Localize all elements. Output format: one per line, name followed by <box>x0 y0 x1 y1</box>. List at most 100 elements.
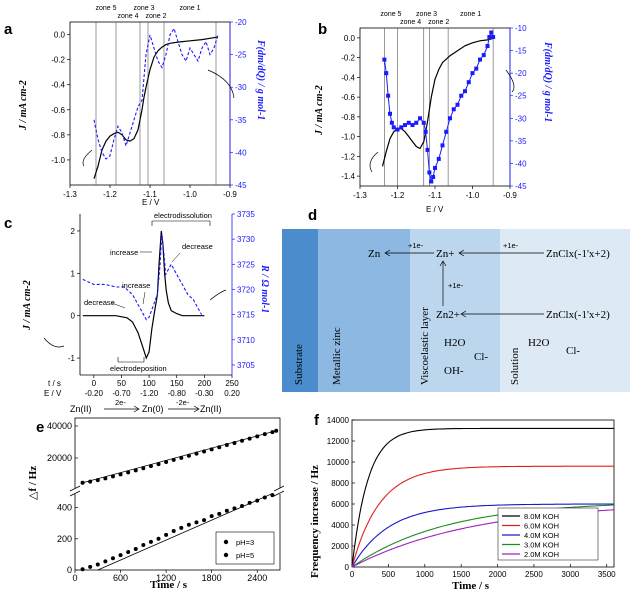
xlabel-e: Time / s <box>150 579 188 591</box>
series-line-3 <box>351 504 615 568</box>
legend-e <box>215 531 275 565</box>
axis-break-right-mark-2 <box>273 490 285 497</box>
zone-label-1: zone 1 <box>460 11 481 18</box>
panel-letter-c: c <box>4 215 12 232</box>
y-right-tick-label: 3735 <box>237 210 255 219</box>
legend-label-ph3: pH=3 <box>236 538 254 547</box>
zone-label-2: zone 2 <box>145 13 166 20</box>
y-tick-label: 6000 <box>331 500 349 509</box>
mass-point-b <box>418 116 422 121</box>
series-mass-a <box>93 27 219 160</box>
arrowhead-znplus <box>458 249 465 257</box>
label-metallic-zinc: Metallic zinc <box>331 327 343 385</box>
mass-point-b <box>410 123 415 128</box>
layer-viscoelastic <box>410 229 500 392</box>
species-zn-2plus: Zn2+ <box>436 309 460 321</box>
point-ph3 <box>156 462 161 467</box>
point-ph3 <box>118 472 123 477</box>
panel-letter-d: d <box>308 207 317 224</box>
y-tick-label: 12000 <box>327 437 350 446</box>
point-ph5 <box>232 506 237 511</box>
x-tick-label: -1.2 <box>103 190 117 199</box>
legend-label-3: 3.0M KOH <box>524 541 559 550</box>
point-ph5 <box>103 559 108 564</box>
pointer-decrease-2 <box>111 302 126 309</box>
axis-break-left-mark-1 <box>69 485 81 492</box>
zone-label-4: zone 4 <box>117 13 138 20</box>
annotation-decrease-1: decrease <box>182 242 213 251</box>
series-line-2 <box>351 503 614 568</box>
point-ph5 <box>194 520 199 525</box>
point-ph3 <box>217 445 222 450</box>
point-ph5 <box>171 529 176 533</box>
point-ph5 <box>186 522 191 527</box>
arrow-label-3: +1e- <box>448 281 464 290</box>
mass-point-b <box>440 143 445 148</box>
x-tick-label-e: -0.80 <box>168 389 187 398</box>
point-ph3 <box>186 453 191 458</box>
x-tick-label-e: -0.30 <box>195 389 214 398</box>
species-oh-layer: OH- <box>444 365 464 377</box>
mass-point-b <box>489 30 494 35</box>
y-left-tick-label: -0.4 <box>51 81 65 90</box>
x-tick-label-e: 0.20 <box>224 389 240 398</box>
x-tick-label: -1.3 <box>63 190 77 199</box>
x-tick-label: -1.0 <box>183 190 197 199</box>
series-line-1 <box>351 465 614 568</box>
annotation-increase-2: increase <box>122 281 150 290</box>
mass-point-b <box>406 120 411 125</box>
panel-d: d Substrate Metallic zinc Viscoelastic l… <box>282 207 630 392</box>
mass-point-b <box>444 129 449 134</box>
mass-point-b <box>448 116 452 121</box>
mass-point-b <box>481 53 486 58</box>
y-left-tick-label: -1.4 <box>341 172 355 181</box>
arrow-label-1: +1e- <box>408 241 424 250</box>
mass-point-b <box>427 170 432 175</box>
mass-point-b <box>487 35 492 40</box>
y-left-tick-label: -0.4 <box>341 73 355 82</box>
mass-point-b <box>455 102 460 107</box>
series-current-b <box>381 37 496 167</box>
x-tick-label-t: 250 <box>225 379 239 388</box>
point-ph5 <box>118 553 123 558</box>
x-tick-label: 2500 <box>525 570 543 579</box>
point-ph3 <box>179 455 184 460</box>
mass-point-b <box>388 111 392 116</box>
species-cl-layer: Cl- <box>474 351 488 363</box>
y-right-tick-label: -40 <box>515 159 527 168</box>
mass-point-b <box>421 120 426 125</box>
x-tick-label: 2400 <box>247 573 267 583</box>
layer-substrate <box>282 229 318 392</box>
y-left-tick-label: -0.2 <box>51 56 65 65</box>
mass-point-b <box>399 125 404 130</box>
x-tick-label: 3000 <box>561 570 579 579</box>
point-ph3 <box>126 470 131 475</box>
x-tick-label: -1.1 <box>143 190 157 199</box>
zone-label-4: zone 4 <box>400 19 421 26</box>
panel-f: f 0 500 1000 1500 2000 2500 3000 3500 0 2000 4000… <box>309 412 616 592</box>
point-ph5 <box>179 525 184 530</box>
mass-point-b <box>485 44 490 49</box>
point-ph3 <box>274 428 279 433</box>
mass-point-b <box>423 129 428 134</box>
mass-point-b <box>395 127 400 132</box>
series-current-a <box>93 36 219 179</box>
pointer-decrease-1 <box>171 252 181 263</box>
scheme-arrow-label-2: -2e- <box>176 398 190 407</box>
point-ph5 <box>126 550 131 555</box>
legend-label-1: 6.0M KOH <box>524 522 559 531</box>
x-tick-label: 1500 <box>452 570 470 579</box>
mass-point-b <box>466 80 471 85</box>
legend-label-ph5: pH=5 <box>236 551 254 560</box>
panel-letter-b: b <box>318 21 327 38</box>
legend-marker-ph5 <box>223 552 229 558</box>
layer-metallic-zinc <box>318 229 410 392</box>
y-right-tick-label: 3715 <box>237 311 255 320</box>
point-ph5 <box>156 536 161 541</box>
x-tick-label: -1.1 <box>428 191 442 200</box>
y-left-tick-label: 2 <box>71 227 76 236</box>
ylabel-left-c: J / mA cm-2 <box>22 280 33 331</box>
y-left-tick-label: -1.0 <box>51 156 65 165</box>
arrowhead-zn2 <box>460 310 467 318</box>
